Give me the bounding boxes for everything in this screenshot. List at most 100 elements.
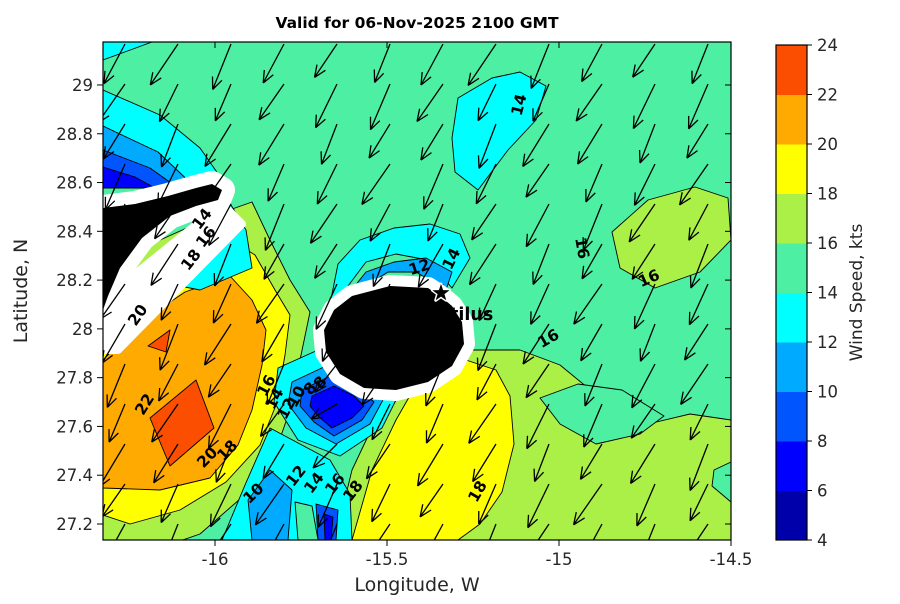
wind-arrow (361, 163, 391, 206)
wind-arrow (525, 163, 550, 198)
wind-arrow (267, 163, 285, 202)
colorbar-tick-label: 8 (817, 432, 828, 451)
y-tick-label: 27.6 (56, 417, 93, 436)
wind-arrow (310, 403, 338, 420)
wind-arrow (309, 203, 338, 244)
contour-region-level-22 (147, 329, 171, 353)
wind-arrow (317, 483, 338, 528)
wind-arrow (689, 243, 709, 289)
wind-arrow (160, 283, 179, 321)
wind-arrows (103, 43, 709, 540)
wind-arrow (149, 43, 179, 86)
wind-arrow (630, 403, 656, 439)
wind-arrow (157, 163, 179, 206)
wind-arrow (219, 523, 232, 540)
wind-arrow (103, 43, 126, 85)
wind-arrow (315, 283, 338, 330)
wind-arrow (472, 443, 497, 483)
contour-label: 14 (508, 92, 531, 117)
wind-arrow (103, 123, 126, 160)
wind-arrow (425, 363, 444, 407)
wind-arrow (629, 443, 656, 485)
wind-arrow (631, 243, 656, 280)
contour-region-level-12 (329, 223, 471, 311)
wind-arrow (204, 123, 232, 168)
wind-arrow (636, 483, 656, 527)
wind-arrow (170, 523, 179, 540)
wind-arrow (575, 83, 603, 122)
wind-arrow (638, 123, 656, 164)
wind-arrow (206, 163, 232, 199)
colorbar-tick-label: 16 (817, 234, 838, 253)
wind-arrow (158, 363, 179, 402)
wind-arrow (467, 43, 497, 86)
y-tick-label: 28.4 (56, 222, 93, 241)
wind-arrow (592, 523, 603, 540)
axes: -16 -15.5 -15 -14.5 27.2 27.4 27.6 27.8 28 28.2 28… (10, 14, 752, 596)
wind-arrow (427, 203, 444, 242)
star-icon (432, 284, 450, 301)
wind-arrow (687, 83, 709, 130)
wind-arrow (423, 163, 444, 210)
islands (103, 171, 475, 401)
wind-arrow (365, 443, 391, 480)
colorbar-block (776, 342, 807, 392)
colorbar: 4 6 8 10 12 14 16 18 20 22 24 Wind Speed, kts (775, 36, 867, 550)
chart-title: Valid for 06-Nov-2025 2100 GMT (275, 14, 559, 32)
x-axis-label: Longitude, W (354, 574, 480, 596)
wind-arrow (696, 523, 709, 540)
wind-arrow (678, 163, 709, 206)
wind-arrow (477, 123, 497, 169)
wind-arrow (264, 203, 285, 251)
wind-arrow (689, 443, 709, 492)
wind-arrow (313, 43, 338, 78)
wind-arrow (525, 203, 550, 248)
wind-arrow (262, 443, 285, 480)
wind-arrow (580, 323, 603, 362)
y-tick-label: 27.2 (56, 515, 93, 534)
wind-arrow (153, 203, 179, 240)
wind-arrow (258, 123, 285, 166)
wind-arrow (361, 363, 391, 406)
contour-label: 12 (406, 255, 432, 279)
y-tick-label: 29 (72, 76, 93, 95)
wind-arrow (160, 483, 179, 524)
wind-arrow (478, 483, 497, 525)
wind-arrow (477, 83, 497, 122)
wind-arrow (255, 283, 285, 324)
colorbar-block (776, 292, 807, 343)
wind-arrow (419, 483, 444, 518)
wind-arrow (633, 163, 656, 206)
y-tick-label: 28 (72, 320, 93, 339)
contour-region-level-14 (711, 461, 731, 503)
contour-region-level-12 (103, 42, 153, 61)
wind-arrow (628, 203, 656, 243)
wind-arrow (212, 283, 232, 324)
wind-arrow (471, 203, 497, 241)
y-tick-label: 27.4 (56, 466, 93, 485)
wind-arrow (420, 43, 444, 86)
wind-arrow (433, 523, 444, 540)
wind-arrow (378, 523, 391, 540)
wind-arrow (369, 83, 391, 131)
wind-arrow (321, 323, 338, 362)
wind-arrow (159, 323, 179, 371)
colorbar-block (776, 193, 807, 244)
colorbar-tick-label: 22 (817, 86, 838, 105)
wind-arrow (425, 403, 444, 444)
wind-arrow (314, 83, 338, 129)
wind-arrow (530, 43, 550, 89)
wind-arrow (488, 523, 497, 540)
wind-arrow (522, 123, 550, 168)
wind-arrow (106, 363, 126, 408)
contour-region-level-14 (294, 501, 319, 540)
wind-arrow (688, 283, 709, 326)
wind-arrow (370, 283, 391, 327)
colorbar-tick-label: 18 (817, 185, 838, 204)
colorbar-block (776, 45, 807, 95)
wind-arrow (263, 243, 285, 280)
colorbar-tick-label: 12 (817, 333, 838, 352)
colorbar-block (776, 441, 807, 491)
contour-region-level-18 (351, 359, 515, 540)
